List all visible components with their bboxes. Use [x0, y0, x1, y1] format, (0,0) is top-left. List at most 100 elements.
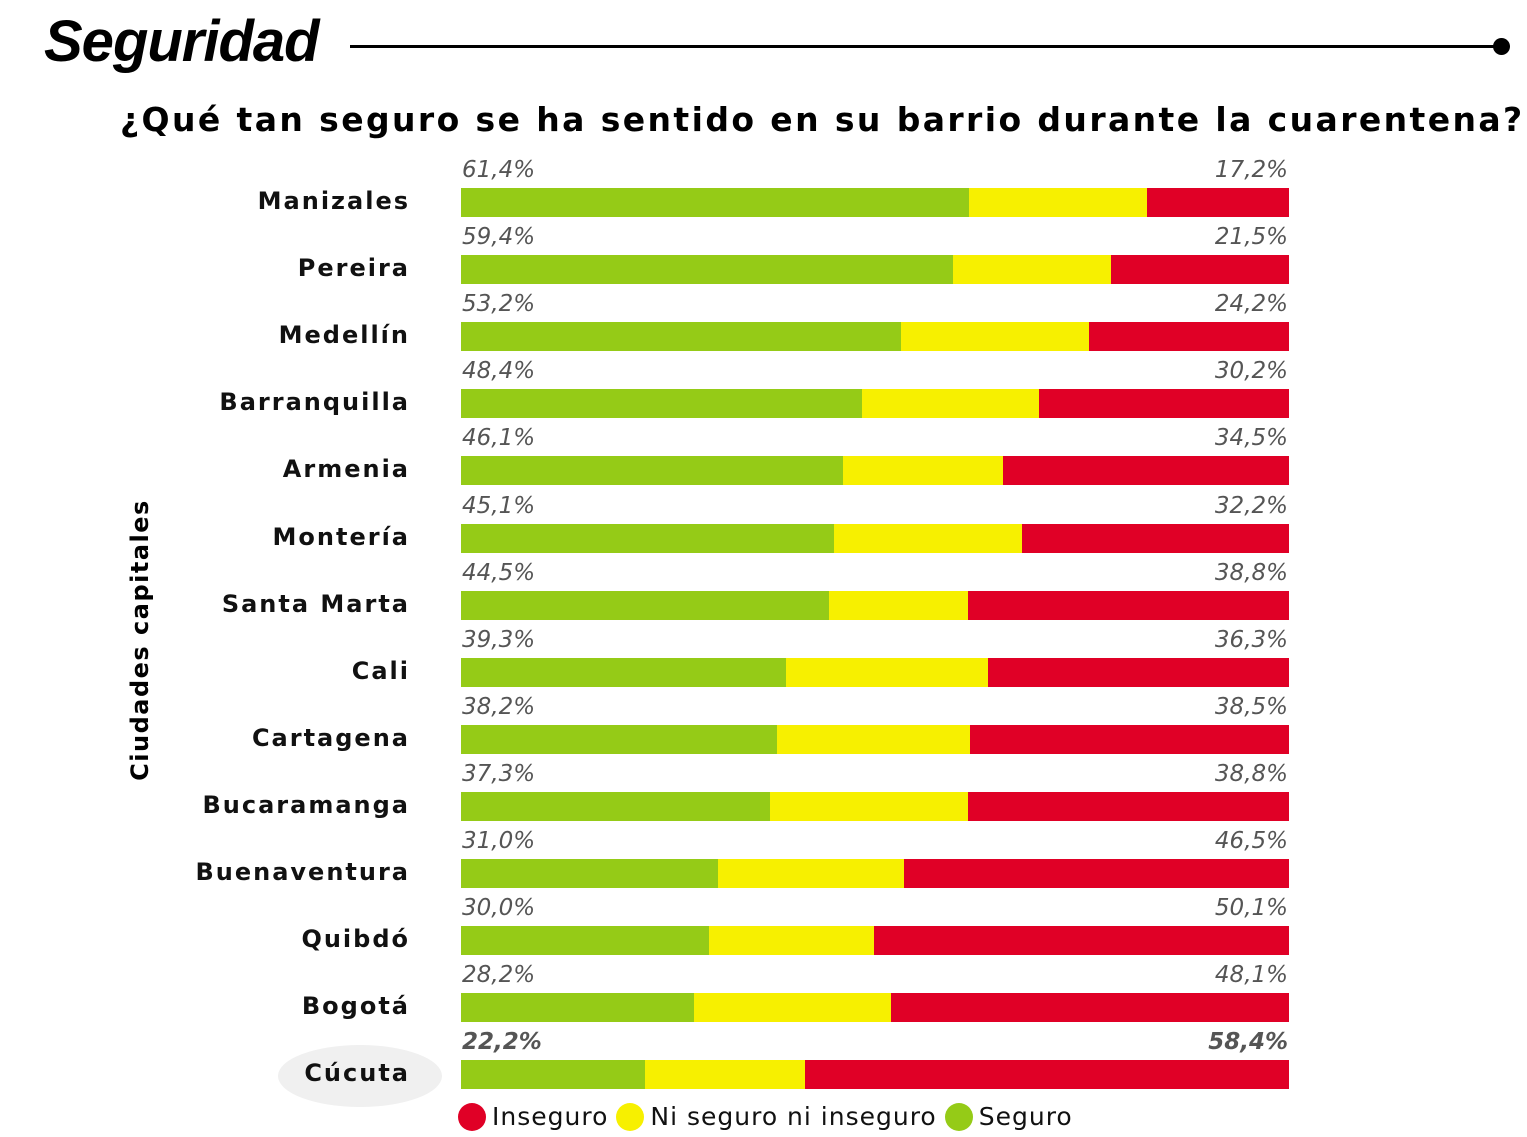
- bar-segment-inseguro: [1022, 523, 1290, 553]
- bar-segment-seguro: [461, 456, 844, 486]
- bar-segment-neutral: [834, 523, 1023, 553]
- category-label: Bogotá: [301, 992, 410, 1021]
- data-label-seguro: 45,1%: [462, 492, 536, 519]
- bar-segment-seguro: [461, 1060, 646, 1090]
- bar-segment-seguro: [461, 188, 970, 217]
- data-label-seguro: 48,4%: [462, 358, 536, 385]
- data-label-inseguro: 24,2%: [1214, 291, 1288, 318]
- legend-swatch-seguro-icon: [944, 1102, 973, 1131]
- category-label: Bucaramanga: [202, 790, 410, 819]
- data-label-inseguro: 30,2%: [1214, 358, 1288, 385]
- data-label-seguro: 61,4%: [462, 157, 536, 183]
- bar-segment-seguro: [461, 389, 863, 419]
- data-label-seguro: 37,3%: [462, 760, 536, 787]
- bar-segment-inseguro: [970, 724, 1290, 754]
- bar-segment-seguro: [461, 859, 719, 888]
- bar-segment-seguro: [461, 791, 771, 821]
- bar-segment-neutral: [842, 456, 1004, 486]
- data-label-seguro: 38,2%: [462, 693, 536, 720]
- category-label: Manizales: [257, 187, 410, 215]
- data-label-seguro: 46,1%: [462, 425, 536, 452]
- data-label-inseguro: 46,5%: [1214, 828, 1288, 854]
- data-label-inseguro: 38,5%: [1214, 693, 1288, 720]
- title-rule-divider: [350, 45, 1500, 48]
- data-label-seguro: 31,0%: [462, 828, 536, 854]
- page-title: Seguridad: [44, 9, 320, 74]
- data-label-inseguro: 58,4%: [1208, 1029, 1288, 1056]
- bar-segment-neutral: [769, 791, 969, 821]
- highlight-ellipse: [278, 1045, 442, 1108]
- data-label-inseguro: 38,8%: [1214, 760, 1288, 787]
- legend-swatch-neutral-icon: [616, 1102, 645, 1131]
- bar-segment-inseguro: [890, 993, 1290, 1023]
- bar-segment-inseguro: [1146, 188, 1290, 217]
- data-label-inseguro: 21,5%: [1214, 224, 1288, 251]
- bar-segment-seguro: [461, 322, 902, 352]
- bar-segment-neutral: [861, 389, 1040, 419]
- data-label-inseguro: 48,1%: [1214, 962, 1288, 989]
- category-label: Cúcuta: [304, 1059, 410, 1088]
- data-label-inseguro: 34,5%: [1214, 425, 1288, 452]
- title-rule-end-dot: [1493, 38, 1510, 55]
- bar-segment-seguro: [461, 926, 710, 956]
- bar-segment-neutral: [717, 859, 905, 888]
- category-label: Barranquilla: [219, 388, 410, 417]
- bar-segment-inseguro: [1110, 255, 1290, 285]
- bar-segment-neutral: [777, 724, 971, 754]
- category-label: Montería: [272, 522, 410, 551]
- bar-segment-seguro: [461, 657, 787, 687]
- bar-segment-inseguro: [967, 590, 1290, 620]
- category-label: Quibdó: [301, 925, 410, 954]
- legend-swatch-inseguro-icon: [458, 1102, 486, 1131]
- category-label: Pereira: [297, 254, 410, 283]
- category-label: Buenaventura: [195, 858, 410, 886]
- bar-segment-inseguro: [1038, 389, 1290, 419]
- data-label-seguro: 39,3%: [462, 626, 536, 653]
- category-label: Cali: [351, 656, 410, 685]
- data-label-seguro: 59,4%: [462, 224, 536, 251]
- bar-segment-inseguro: [874, 926, 1290, 956]
- legend-item-seguro: Seguro: [944, 1102, 1073, 1131]
- bar-segment-inseguro: [1088, 322, 1290, 352]
- bar-segment-inseguro: [903, 859, 1290, 888]
- bar-segment-neutral: [901, 322, 1090, 352]
- bar-segment-inseguro: [988, 657, 1290, 687]
- data-label-seguro: 53,2%: [462, 291, 536, 318]
- bar-segment-seguro: [461, 724, 778, 754]
- data-label-seguro: 44,5%: [462, 559, 536, 586]
- bar-segment-neutral: [709, 926, 875, 956]
- data-label-inseguro: 50,1%: [1214, 895, 1288, 922]
- data-label-seguro: 22,2%: [462, 1029, 542, 1056]
- category-label: Santa Marta: [221, 589, 410, 618]
- bar-segment-neutral: [952, 255, 1112, 285]
- bar-segment-seguro: [461, 993, 695, 1023]
- bar-segment-inseguro: [967, 791, 1290, 821]
- bar-segment-neutral: [694, 993, 892, 1023]
- bar-segment-neutral: [786, 657, 989, 687]
- legend-label: Ni seguro ni inseguro: [650, 1102, 937, 1131]
- data-label-inseguro: 32,2%: [1214, 492, 1288, 519]
- legend-label: Seguro: [978, 1102, 1073, 1131]
- bar-segment-neutral: [969, 188, 1148, 217]
- bar-segment-seguro: [461, 523, 835, 553]
- bar-segment-seguro: [461, 255, 954, 285]
- bar-segment-neutral: [644, 1060, 806, 1090]
- data-label-inseguro: 17,2%: [1214, 157, 1288, 183]
- bar-segment-seguro: [461, 590, 830, 620]
- legend-item-neutral: Ni seguro ni inseguro: [616, 1102, 936, 1131]
- category-label: Cartagena: [251, 723, 410, 752]
- bar-segment-inseguro: [1003, 456, 1290, 486]
- legend-label: Inseguro: [492, 1102, 609, 1131]
- category-label: Medellín: [278, 321, 410, 350]
- bar-segment-neutral: [829, 590, 969, 620]
- chart-subtitle: ¿Qué tan seguro se ha sentido en su barr…: [120, 100, 1525, 139]
- data-label-seguro: 30,0%: [462, 895, 536, 922]
- data-label-inseguro: 36,3%: [1214, 626, 1288, 653]
- data-label-inseguro: 38,8%: [1214, 559, 1288, 586]
- chart-legend: Inseguro Ni seguro ni inseguro Seguro: [458, 1102, 1081, 1131]
- data-label-seguro: 28,2%: [462, 962, 536, 989]
- legend-item-inseguro: Inseguro: [458, 1102, 608, 1131]
- category-label: Armenia: [282, 455, 410, 484]
- bar-segment-inseguro: [805, 1060, 1290, 1090]
